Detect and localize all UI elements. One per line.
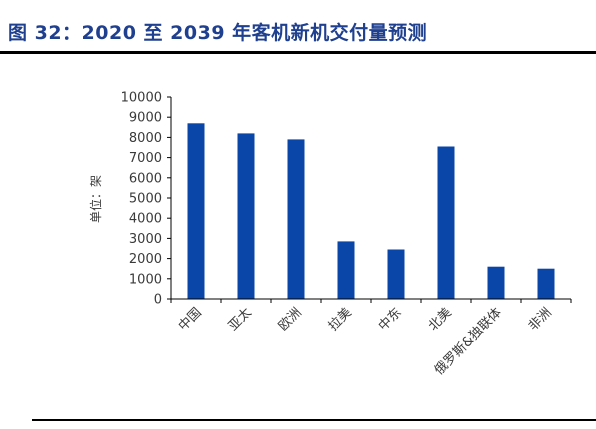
bar-7 xyxy=(537,268,555,299)
x-tick-label-4: 中东 xyxy=(376,305,405,334)
y-axis-label: 单位：架 xyxy=(88,175,103,223)
x-tick-label-5: 北美 xyxy=(426,305,455,334)
y-tick-label-9: 9000 xyxy=(129,111,162,126)
y-tick-label-10: 10000 xyxy=(121,91,162,106)
y-tick-label-7: 7000 xyxy=(129,151,162,166)
bar-5 xyxy=(437,146,455,299)
bar-4 xyxy=(387,249,405,299)
y-tick-label-8: 8000 xyxy=(129,131,162,146)
y-axis-label-group: 单位：架 xyxy=(88,175,103,223)
title-rule xyxy=(0,51,596,54)
x-tick-label-2: 欧洲 xyxy=(276,305,305,334)
x-tick-label-7: 非洲 xyxy=(526,305,555,334)
x-tick-label-1: 亚太 xyxy=(226,305,255,334)
bar-1 xyxy=(237,133,255,299)
axes-group xyxy=(170,97,571,300)
y-tick-label-3: 3000 xyxy=(129,232,162,247)
bars-group xyxy=(187,123,555,299)
y-tick-label-6: 6000 xyxy=(129,171,162,186)
bar-0 xyxy=(187,123,205,299)
bar-2 xyxy=(287,139,305,299)
bar-6 xyxy=(487,266,505,299)
bottom-rule xyxy=(32,419,596,421)
y-ticks-group: 0 1000 2000 3000 4000 5000 6000 7000 8000 9000 100… xyxy=(121,91,171,308)
y-tick-label-1: 1000 xyxy=(129,272,162,287)
y-tick-label-0: 0 xyxy=(154,293,162,308)
bar-3 xyxy=(337,241,355,299)
x-tick-label-3: 拉美 xyxy=(326,305,355,334)
y-tick-label-4: 4000 xyxy=(129,212,162,227)
y-tick-label-5: 5000 xyxy=(129,192,162,207)
figure-title: 图 32：2020 至 2039 年客机新机交付量预测 xyxy=(8,22,428,44)
y-tick-label-2: 2000 xyxy=(129,252,162,267)
x-tick-label-0: 中国 xyxy=(176,305,205,334)
